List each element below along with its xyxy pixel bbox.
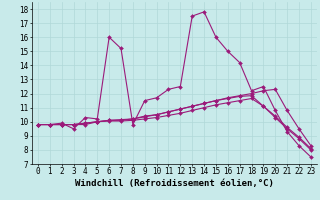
X-axis label: Windchill (Refroidissement éolien,°C): Windchill (Refroidissement éolien,°C): [75, 179, 274, 188]
